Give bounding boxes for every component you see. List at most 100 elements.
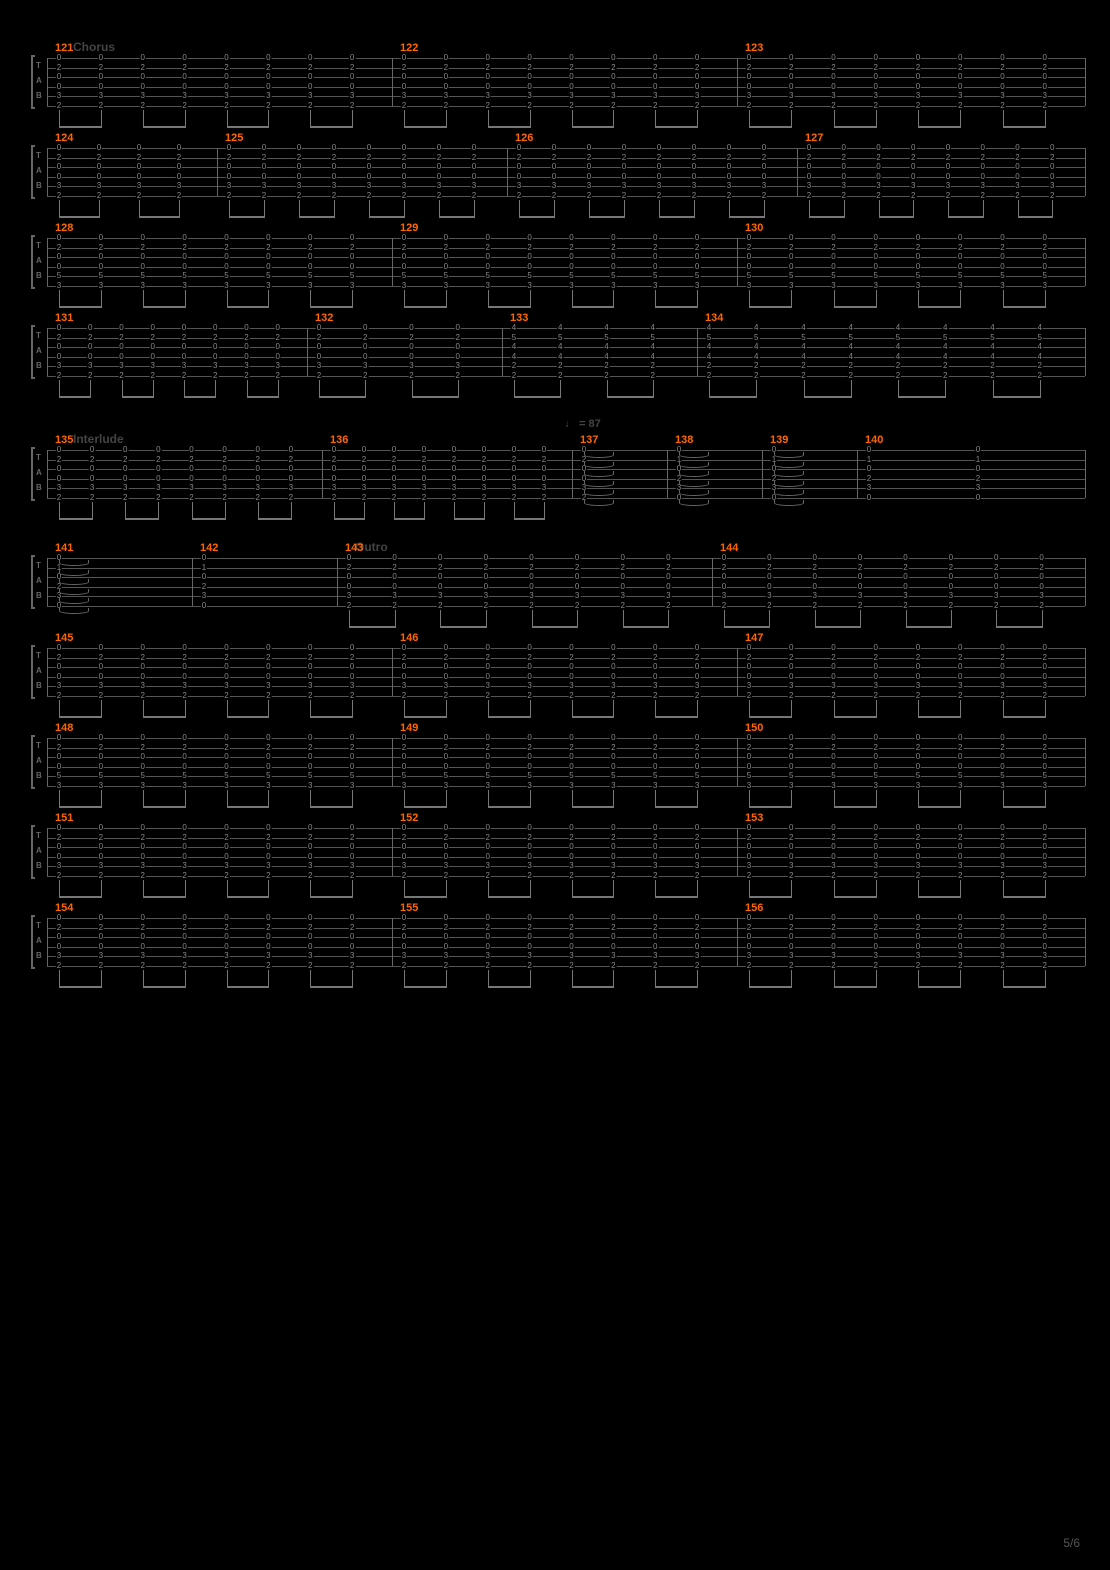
fret-number: 3 [526, 282, 532, 290]
fret-number: 3 [437, 592, 443, 600]
fret-number: 2 [980, 154, 986, 162]
fret-number: 0 [401, 144, 407, 152]
fret-number: 2 [788, 962, 794, 970]
fret-number: 0 [401, 753, 407, 761]
fret-number: 2 [999, 962, 1005, 970]
fret-number: 2 [957, 834, 963, 842]
fret-number: 3 [621, 182, 627, 190]
fret-number: 0 [610, 943, 616, 951]
fret-number: 2 [98, 654, 104, 662]
fret-number: 4 [895, 353, 901, 361]
fret-number: 3 [223, 782, 229, 790]
fret-number: 2 [788, 872, 794, 880]
fret-number: 0 [485, 853, 491, 861]
fret-number: 2 [181, 744, 187, 752]
fret-number: 0 [265, 54, 271, 62]
fret-number: 0 [1042, 673, 1048, 681]
fret-number: 2 [945, 154, 951, 162]
fret-number: 2 [296, 154, 302, 162]
fret-number: 0 [98, 843, 104, 851]
fret-number: 2 [349, 692, 355, 700]
fret-number: 5 [873, 772, 879, 780]
fret-number: 0 [1042, 914, 1048, 922]
fret-number: 4 [650, 343, 656, 351]
fret-number: 2 [586, 154, 592, 162]
fret-number: 0 [812, 573, 818, 581]
tab-clef: TAB [35, 58, 47, 106]
fret-number: 0 [873, 253, 879, 261]
tie [59, 560, 89, 566]
fret-number: 5 [915, 272, 921, 280]
fret-number: 3 [288, 484, 294, 492]
fret-number: 0 [122, 475, 128, 483]
fret-number: 3 [1042, 952, 1048, 960]
fret-number: 0 [366, 173, 372, 181]
fret-number: 0 [788, 914, 794, 922]
fret-number: 0 [451, 475, 457, 483]
fret-number: 0 [243, 353, 249, 361]
fret-number: 0 [366, 163, 372, 171]
fret-number: 2 [1042, 64, 1048, 72]
fret-number: 5 [181, 272, 187, 280]
fret-number: 0 [1049, 163, 1055, 171]
fret-number: 0 [652, 824, 658, 832]
fret-number: 0 [610, 263, 616, 271]
fret-number: 2 [181, 962, 187, 970]
fret-number: 2 [999, 654, 1005, 662]
fret-number: 0 [999, 914, 1005, 922]
fret-number: 0 [136, 173, 142, 181]
fret-number: 0 [89, 446, 95, 454]
fret-number: 2 [989, 372, 995, 380]
fret-number: 3 [902, 592, 908, 600]
fret-number: 3 [541, 484, 547, 492]
fret-number: 5 [650, 334, 656, 342]
fret-number: 0 [830, 73, 836, 81]
fret-number: 0 [265, 914, 271, 922]
fret-number: 0 [223, 914, 229, 922]
fret-number: 5 [942, 334, 948, 342]
fret-number: 2 [401, 834, 407, 842]
fret-number: 2 [307, 962, 313, 970]
fret-number: 0 [652, 263, 658, 271]
fret-number: 3 [181, 782, 187, 790]
fret-number: 0 [948, 554, 954, 562]
fret-number: 2 [437, 564, 443, 572]
fret-number: 0 [140, 663, 146, 671]
fret-number: 0 [788, 644, 794, 652]
fret-number: 2 [999, 744, 1005, 752]
fret-number: 3 [694, 282, 700, 290]
fret-number: 2 [181, 924, 187, 932]
fret-number: 0 [150, 324, 156, 332]
fret-number: 2 [1037, 372, 1043, 380]
fret-number: 2 [999, 834, 1005, 842]
fret-number: 5 [56, 272, 62, 280]
fret-number: 0 [999, 73, 1005, 81]
fret-number: 4 [557, 343, 563, 351]
fret-number: 0 [401, 253, 407, 261]
fret-number: 2 [56, 744, 62, 752]
fret-number: 0 [568, 853, 574, 861]
fret-number: 2 [665, 602, 671, 610]
fret-number: 2 [766, 602, 772, 610]
fret-number: 3 [999, 282, 1005, 290]
fret-number: 3 [652, 92, 658, 100]
fret-number: 0 [902, 554, 908, 562]
fret-number: 0 [610, 753, 616, 761]
fret-number: 0 [999, 263, 1005, 271]
fret-number: 0 [975, 465, 981, 473]
fret-number: 5 [788, 772, 794, 780]
fret-number: 2 [568, 834, 574, 842]
fret-number: 0 [1042, 824, 1048, 832]
fret-number: 0 [620, 583, 626, 591]
fret-number: 0 [401, 234, 407, 242]
fret-number: 2 [511, 362, 517, 370]
fret-number: 3 [401, 282, 407, 290]
fret-number: 2 [746, 692, 752, 700]
fret-number: 0 [362, 324, 368, 332]
fret-number: 0 [526, 663, 532, 671]
tie [584, 500, 614, 506]
fret-number: 0 [746, 753, 752, 761]
fret-number: 3 [586, 182, 592, 190]
fret-number: 2 [349, 654, 355, 662]
fret-number: 0 [568, 263, 574, 271]
